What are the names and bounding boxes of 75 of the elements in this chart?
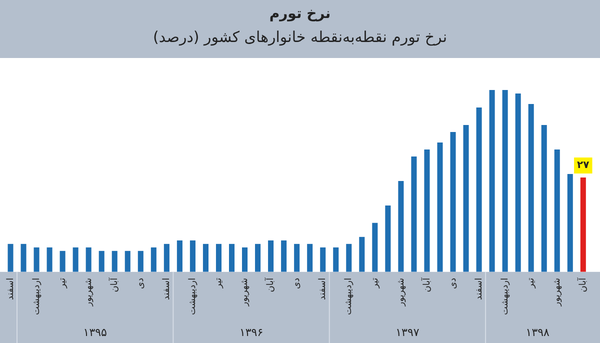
x-tick-label: اسفند — [318, 278, 328, 300]
bar — [359, 236, 365, 272]
bar — [567, 174, 573, 272]
x-tick-label: اردیبهشت — [32, 278, 42, 316]
bar — [242, 247, 248, 272]
x-tick-label: دی — [292, 278, 302, 289]
bar — [528, 104, 534, 272]
bar — [34, 247, 40, 272]
x-tick-label: شهریور — [552, 278, 562, 308]
x-tick-label: تیر — [526, 277, 536, 290]
bar — [294, 244, 300, 272]
bar — [307, 244, 313, 272]
x-tick-label: اردیبهشت — [500, 278, 510, 316]
text: ۱۳۹۵ — [83, 326, 108, 339]
text: ۱۳۹۸ — [526, 326, 550, 339]
bar — [515, 93, 521, 272]
bar — [580, 177, 586, 272]
bar — [411, 156, 417, 272]
data-label: ۲۷ — [577, 160, 590, 172]
bar — [98, 250, 104, 272]
bar — [190, 240, 196, 272]
bar — [112, 250, 118, 272]
bar — [398, 180, 404, 272]
bar — [124, 250, 130, 272]
bar — [72, 247, 78, 272]
bar — [333, 247, 339, 272]
bar — [8, 244, 14, 272]
bar — [46, 247, 52, 272]
bar — [255, 244, 261, 272]
x-tick-label: آبان — [420, 277, 432, 292]
bar — [346, 244, 352, 272]
text: ۱۳۹۶ — [239, 326, 264, 339]
bar — [202, 244, 208, 272]
bar — [216, 244, 222, 272]
x-tick-label: آبان — [576, 277, 588, 292]
x-tick-label: آبان — [264, 277, 276, 292]
chart-title: نرخ تورم — [268, 5, 332, 22]
x-tick-label: آبان — [108, 277, 120, 292]
x-tick-label: شهریور — [396, 278, 406, 308]
x-tick-label: اسفند — [6, 278, 16, 300]
x-tick-label: تیر — [214, 277, 224, 290]
x-tick-label: اردیبهشت — [188, 278, 198, 316]
x-tick-label: اسفند — [474, 278, 484, 300]
bar — [489, 90, 495, 272]
bar — [450, 132, 456, 272]
x-tick-label: شهریور — [240, 278, 250, 308]
bar — [150, 247, 156, 272]
bar — [463, 124, 469, 272]
bar — [385, 205, 391, 272]
bar — [138, 250, 144, 272]
bar — [541, 124, 547, 272]
bar — [86, 247, 92, 272]
bar — [554, 149, 560, 272]
bar — [176, 240, 182, 272]
bar — [228, 244, 235, 272]
x-tick-label: شهریور — [84, 278, 94, 308]
x-tick-label: اسفند — [162, 278, 172, 300]
x-tick-label: تیر — [370, 277, 380, 290]
bar — [424, 149, 430, 272]
bar — [502, 90, 508, 272]
chart-subtitle: نرخ تورم نقطه‌به‌نقطه خانوارهای کشور (درصد) — [152, 27, 448, 46]
x-tick-label: تیر — [58, 277, 68, 290]
bar — [268, 240, 274, 272]
x-tick-label: دی — [136, 278, 146, 289]
bar — [164, 244, 170, 272]
text: ۱۳۹۷ — [396, 326, 420, 339]
bar — [281, 240, 287, 272]
x-tick-label: اردیبهشت — [344, 278, 354, 316]
bar — [20, 244, 26, 272]
bar — [437, 142, 443, 272]
bar — [476, 107, 482, 272]
bar — [320, 247, 326, 272]
bar — [60, 250, 66, 272]
x-tick-label: دی — [448, 278, 458, 289]
bar — [372, 222, 378, 272]
